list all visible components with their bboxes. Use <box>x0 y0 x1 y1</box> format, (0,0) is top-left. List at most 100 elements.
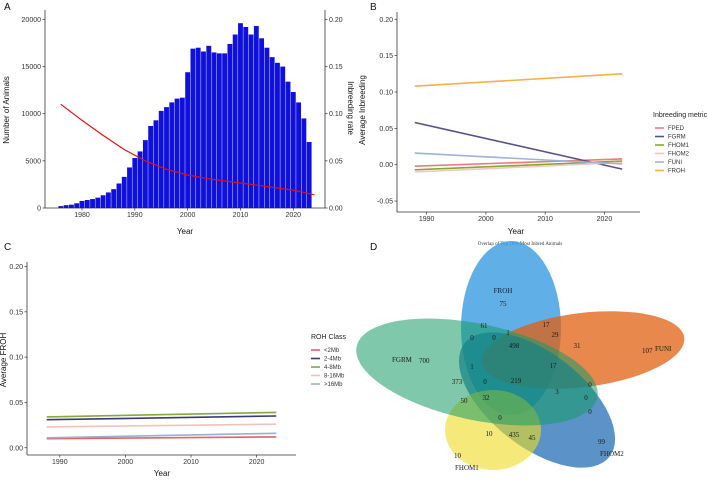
bar-2004 <box>206 45 212 208</box>
venn-region-label: 17 <box>550 362 558 370</box>
y-tick-label: 0.05 <box>9 400 23 407</box>
venn-unique-fgrm: 700 <box>419 357 430 365</box>
bar-2023 <box>306 142 312 208</box>
legend-label-FROH: FROH <box>668 169 685 175</box>
series-line-8-16Mb <box>46 423 277 428</box>
panel-a-rate-line <box>60 103 315 196</box>
venn-unique-funi: 107 <box>642 347 653 355</box>
panel-d: D Overlap of Top 10% Most Inbred Animals… <box>356 241 685 472</box>
bar-1990 <box>132 158 138 208</box>
panel-a-letter: A <box>4 2 11 13</box>
panel-b-legend-title: Inbreeding metric <box>653 112 708 119</box>
y-tick-label: 0.15 <box>379 53 393 60</box>
panel-c-ylabel: Average FROH <box>0 333 8 388</box>
series-line-FGRM <box>414 121 623 170</box>
venn-region-label: 219 <box>511 377 522 385</box>
bar-2007 <box>222 53 228 209</box>
x-tick-label: 1980 <box>74 212 90 219</box>
x-tick-label: 2000 <box>180 212 196 219</box>
bar-2011 <box>243 26 249 208</box>
y-tick-label: 0.20 <box>9 264 23 271</box>
venn-region-label: 498 <box>509 342 520 350</box>
y2-tick-label: 0.00 <box>329 206 343 213</box>
venn-set-label-funi: FUNI <box>655 345 672 353</box>
bar-1983 <box>95 197 101 208</box>
bar-2019 <box>285 81 291 208</box>
bar-2009 <box>232 34 238 209</box>
y-tick-label: 15000 <box>22 64 42 71</box>
bar-1993 <box>148 125 154 208</box>
bar-2005 <box>211 52 217 209</box>
y-tick-label: 0 <box>37 206 41 213</box>
venn-region-label: 0 <box>588 408 592 416</box>
y-tick-label: 0.20 <box>379 17 393 24</box>
venn-region-label: 0 <box>492 334 496 342</box>
bar-2002 <box>195 47 201 209</box>
legend-label-FHOM1: FHOM1 <box>668 143 690 149</box>
y-tick-label: 5000 <box>25 158 41 165</box>
bar-1985 <box>105 192 111 208</box>
bar-1980 <box>79 200 85 208</box>
y-tick-label: 0.05 <box>379 126 393 133</box>
bar-1988 <box>121 176 127 208</box>
x-tick-label: 2000 <box>118 459 134 466</box>
series-line-4-8Mb <box>46 411 277 418</box>
panel-a-x-ticks: 1980 1990 2000 2010 2020 <box>74 208 301 219</box>
venn-set-label-fhom1: FHOM1 <box>455 464 479 472</box>
y2-tick-label: 0.20 <box>329 17 343 24</box>
bar-1984 <box>100 195 106 208</box>
legend-label-FHOM2: FHOM2 <box>668 152 690 158</box>
bar-1977 <box>63 205 69 208</box>
bar-1989 <box>127 167 132 208</box>
panel-a-bars <box>58 23 312 209</box>
x-tick-label: 1990 <box>52 459 68 466</box>
bar-1994 <box>153 120 159 208</box>
venn-set-label-fhom2: FHOM2 <box>600 450 624 458</box>
bar-1986 <box>111 189 117 208</box>
y2-tick-label: 0.15 <box>329 64 343 71</box>
bar-1999 <box>179 97 185 208</box>
panel-c-letter: C <box>4 242 11 253</box>
bar-2014 <box>259 38 265 208</box>
venn-set-label-fgrm: FGRM <box>392 356 413 364</box>
panel-a-y-ticks: 0 5000 10000 15000 20000 <box>22 17 45 213</box>
legend-label-4-8Mb: 4-8Mb <box>324 365 342 371</box>
y-tick-label: 0.00 <box>9 445 23 452</box>
series-line-FPED <box>414 158 623 167</box>
y2-tick-label: 0.10 <box>329 111 343 118</box>
x-tick-label: 1990 <box>419 216 435 223</box>
venn-unique-fhom2: 99 <box>598 438 606 446</box>
bar-1976 <box>58 206 64 208</box>
venn-region-label: 10 <box>486 430 494 438</box>
venn-region-label: 1 <box>470 363 474 371</box>
bar-2012 <box>248 34 254 209</box>
venn-set-fgrm <box>356 318 598 426</box>
x-tick-label: 1990 <box>127 212 143 219</box>
bar-1979 <box>74 203 80 208</box>
bar-1996 <box>164 107 169 208</box>
venn-region-label: 0 <box>498 414 502 422</box>
y-tick-label: 0.10 <box>9 355 23 362</box>
bar-2016 <box>269 57 275 208</box>
venn-region-label: 0 <box>483 378 487 386</box>
bar-2008 <box>227 43 233 208</box>
venn-unique-froh: 75 <box>500 300 508 308</box>
venn-region-label: 435 <box>509 431 520 439</box>
x-tick-label: 2000 <box>478 216 494 223</box>
y-tick-label: 10000 <box>22 111 42 118</box>
panel-c-xlabel: Year <box>154 469 171 478</box>
x-tick-label: 2010 <box>537 216 553 223</box>
bar-1997 <box>169 102 175 208</box>
panel-c: C 1990 2000 2010 2020 0.000.050.100.150.20 … <box>0 242 347 478</box>
x-tick-label: 2010 <box>233 212 249 219</box>
x-tick-label: 2020 <box>249 459 265 466</box>
bar-2018 <box>280 66 286 208</box>
y-tick-label: 0.10 <box>379 90 393 97</box>
bar-1982 <box>90 199 95 208</box>
legend-label-<2Mb: <2Mb <box>324 348 340 354</box>
legend-label-8-16Mb: 8-16Mb <box>324 374 345 380</box>
panel-b: B 1990 2000 2010 2020 -0.05 0.00 0.05 0.10 0.15… <box>358 2 708 236</box>
venn-unique-fhom1: 10 <box>454 452 462 460</box>
